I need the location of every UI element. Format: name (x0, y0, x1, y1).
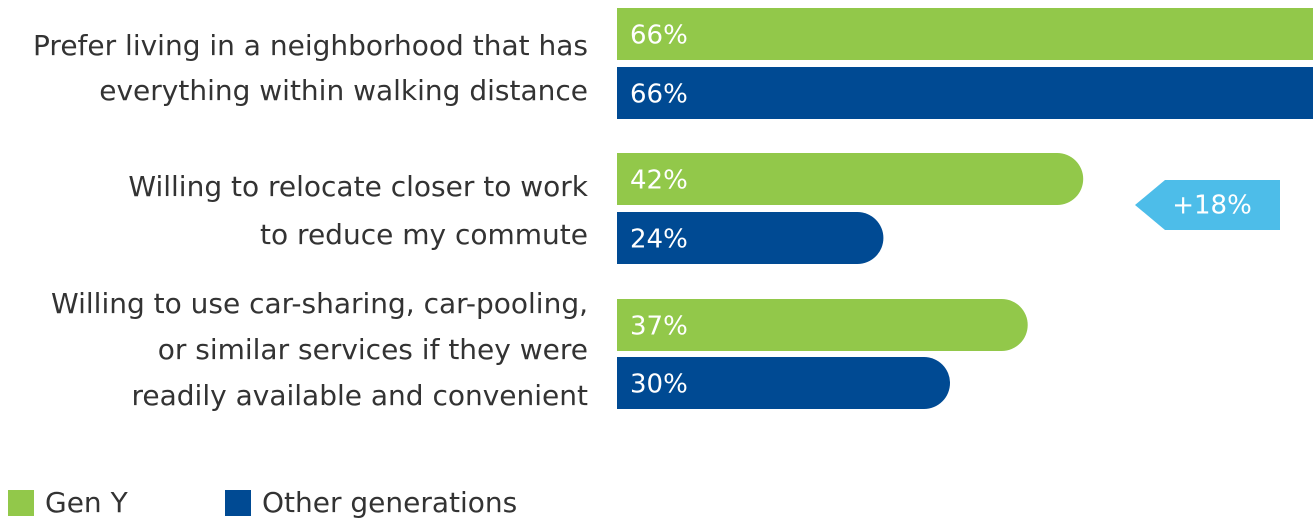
category-label: to reduce my commute (260, 218, 588, 251)
annotation: +18% (1135, 180, 1280, 230)
bar (617, 8, 1313, 60)
bar (617, 67, 1313, 119)
value-label: 24% (630, 225, 688, 255)
value-label: 42% (630, 166, 688, 196)
legend-label: Other generations (262, 486, 517, 519)
bar (617, 357, 950, 409)
legend-label: Gen Y (45, 486, 129, 519)
legend-swatch (8, 490, 34, 516)
category-label: Willing to use car-sharing, car-pooling, (51, 287, 588, 320)
value-label: 30% (630, 370, 688, 400)
bar (617, 212, 884, 264)
category-label: Prefer living in a neighborhood that has (33, 29, 588, 62)
value-label: 66% (630, 21, 688, 51)
category-label: Willing to relocate closer to work (128, 170, 588, 203)
legend-swatch (225, 490, 251, 516)
category-label: everything within walking distance (99, 74, 588, 107)
value-label: 66% (630, 80, 688, 110)
annotation-box (1135, 180, 1280, 230)
category-label: readily available and convenient (132, 379, 589, 412)
category-label: or similar services if they were (158, 333, 588, 366)
annotation-text: +18% (1172, 191, 1252, 221)
bar (617, 299, 1028, 351)
bar (617, 153, 1084, 205)
value-label: 37% (630, 312, 688, 342)
